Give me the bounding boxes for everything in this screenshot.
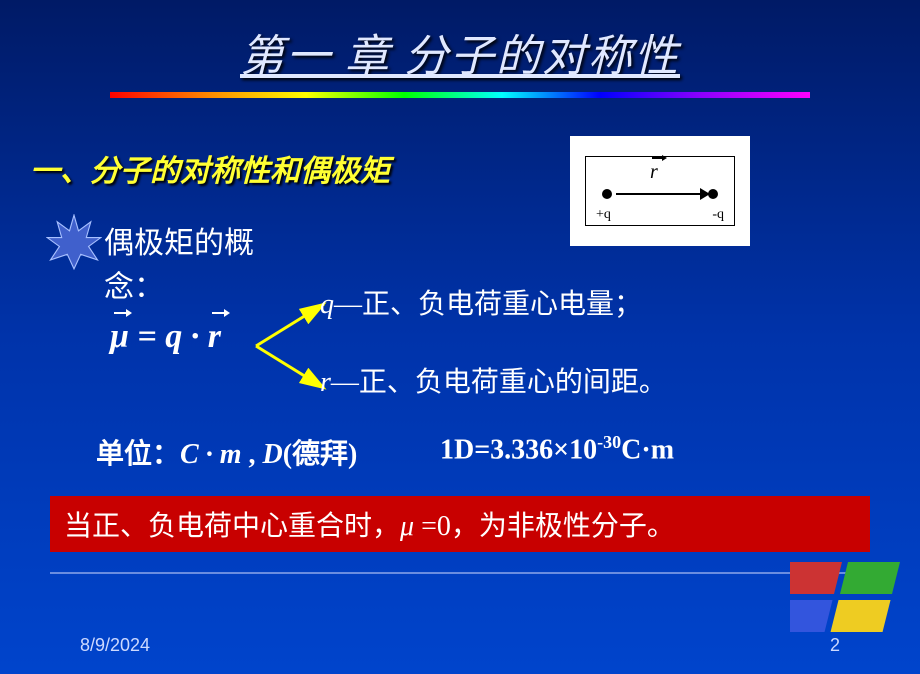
highlight-box: 当正、负电荷中心重合时，μ =0，为非极性分子。: [50, 496, 870, 552]
definition-r-symbol: r: [320, 367, 331, 398]
unit-cm: C · m: [180, 439, 241, 470]
dipole-formula: μ = q · r: [110, 318, 221, 356]
dipole-arrow-line: [616, 193, 704, 195]
formula-mu: μ: [110, 318, 129, 356]
conv-exp: -30: [597, 432, 621, 452]
dipole-q-right: -q: [712, 207, 724, 223]
definition-q-symbol: q: [320, 289, 334, 320]
page-number: 2: [830, 635, 840, 656]
conv-prefix: 1D=3.336×10: [440, 434, 597, 465]
dipole-charge-right-dot: [708, 189, 718, 199]
corner-windows-icon: [790, 562, 900, 632]
formula-q: q: [165, 318, 182, 355]
unit-d: D: [262, 439, 282, 470]
dipole-charge-left-dot: [602, 189, 612, 199]
definition-r: r—正、负电荷重心的间距。: [320, 360, 667, 400]
dipole-box: r +q -q: [585, 156, 735, 226]
conv-suffix: C·m: [621, 434, 674, 465]
dipole-q-left: +q: [596, 207, 611, 223]
highlight-mid: =0: [414, 511, 451, 542]
slide: 第一 章 分子的对称性 一、分子的对称性和偶极矩 r +q -q 偶极矩的概念：…: [0, 0, 920, 674]
footer-divider: [50, 572, 870, 574]
definition-q: q—正、负电荷重心电量；: [320, 282, 642, 322]
highlight-prefix: 当正、负电荷中心重合时，: [64, 511, 400, 542]
section-heading: 一、分子的对称性和偶极矩: [30, 146, 900, 190]
dipole-r-label: r: [650, 161, 658, 184]
highlight-suffix: ，为非极性分子。: [451, 511, 675, 542]
rainbow-divider: [110, 92, 810, 98]
formula-eq: =: [129, 318, 165, 355]
definition-q-text: —正、负电荷重心电量；: [334, 289, 642, 320]
formula-dot: ·: [182, 318, 208, 355]
footer-date: 8/9/2024: [80, 635, 150, 656]
unit-row: 单位：C · m , D(德拜): [96, 432, 357, 472]
unit-debye: (德拜): [283, 439, 358, 470]
star-bullet-icon: [46, 214, 102, 270]
highlight-mu: μ: [400, 511, 414, 542]
unit-sep: ,: [241, 439, 262, 470]
page-title: 第一 章 分子的对称性: [20, 0, 900, 84]
definition-r-text: —正、负电荷重心的间距。: [331, 367, 667, 398]
formula-r: r: [208, 318, 221, 356]
debye-conversion: 1D=3.336×10-30C·m: [440, 432, 674, 466]
unit-label: 单位：: [96, 439, 180, 470]
dipole-diagram: r +q -q: [570, 136, 750, 246]
